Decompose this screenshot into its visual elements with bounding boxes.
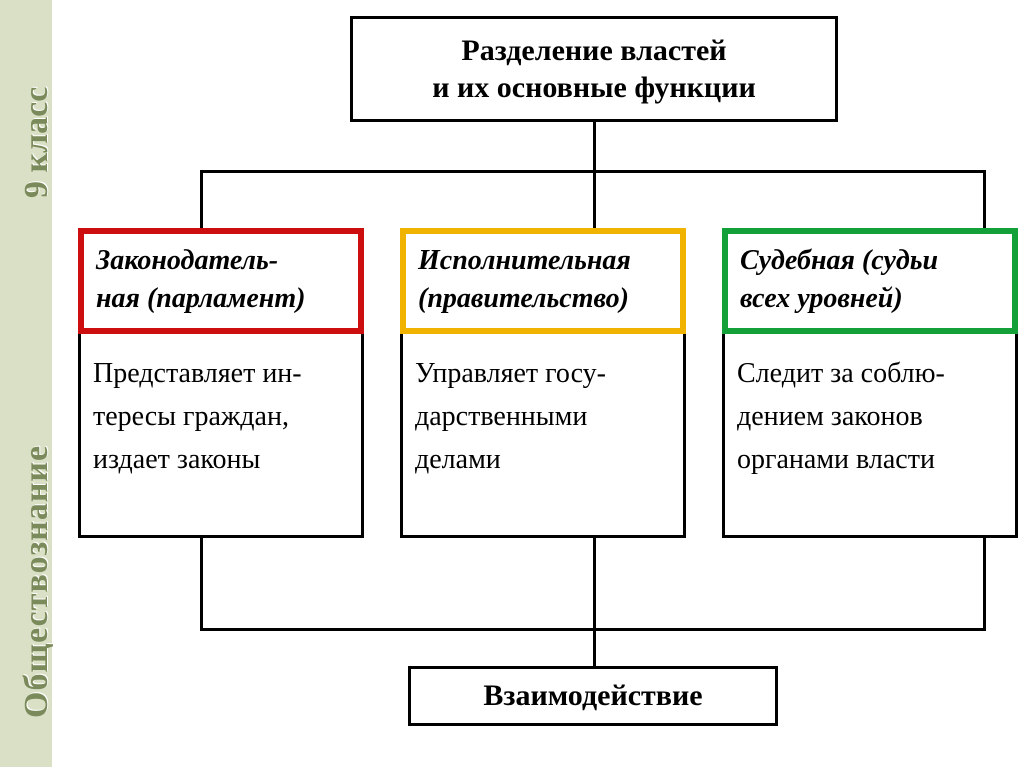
connector-tail_right	[983, 538, 986, 628]
branch-legislative-head: Законодатель-ная (парламент)	[96, 242, 346, 318]
branch-judicial-desc: Следит за соблю-дением законоворганами в…	[737, 352, 1003, 482]
title-box: Разделение властей и их основные функции	[350, 16, 838, 122]
title-line-1: Разделение властей	[432, 32, 756, 70]
branch-executive-head: Исполнительная(правительство)	[418, 242, 668, 318]
branch-executive-desc: Управляет госу-дарственнымиделами	[415, 352, 671, 482]
title-line-2: и их основные функции	[432, 69, 756, 107]
branch-executive: Исполнительная(правительство) Управляет г…	[400, 228, 686, 538]
connector-top_stem	[593, 122, 596, 170]
sidebar-grade: 9 класс	[18, 87, 56, 198]
sidebar-subject: Обществознание	[18, 445, 56, 718]
diagram-canvas: Обществознание 9 класс Разделение власте…	[0, 0, 1024, 767]
branch-judicial: Судебная (судьивсех уровней) Следит за со…	[722, 228, 1018, 538]
connector-tail_left	[200, 538, 203, 628]
branch-judicial-head: Судебная (судьивсех уровней)	[740, 242, 1000, 318]
connector-bottom_stem	[593, 628, 596, 666]
connector-drop_left	[200, 170, 203, 228]
connector-tail_mid	[593, 538, 596, 628]
branch-legislative-desc: Представляет ин-тересы граждан,издает за…	[93, 352, 349, 482]
branch-legislative: Законодатель-ная (парламент) Представляет…	[78, 228, 364, 538]
connector-drop_mid	[593, 170, 596, 228]
connector-drop_right	[983, 170, 986, 228]
bottom-label: Взаимодействие	[483, 677, 702, 715]
bottom-box: Взаимодействие	[408, 666, 778, 726]
